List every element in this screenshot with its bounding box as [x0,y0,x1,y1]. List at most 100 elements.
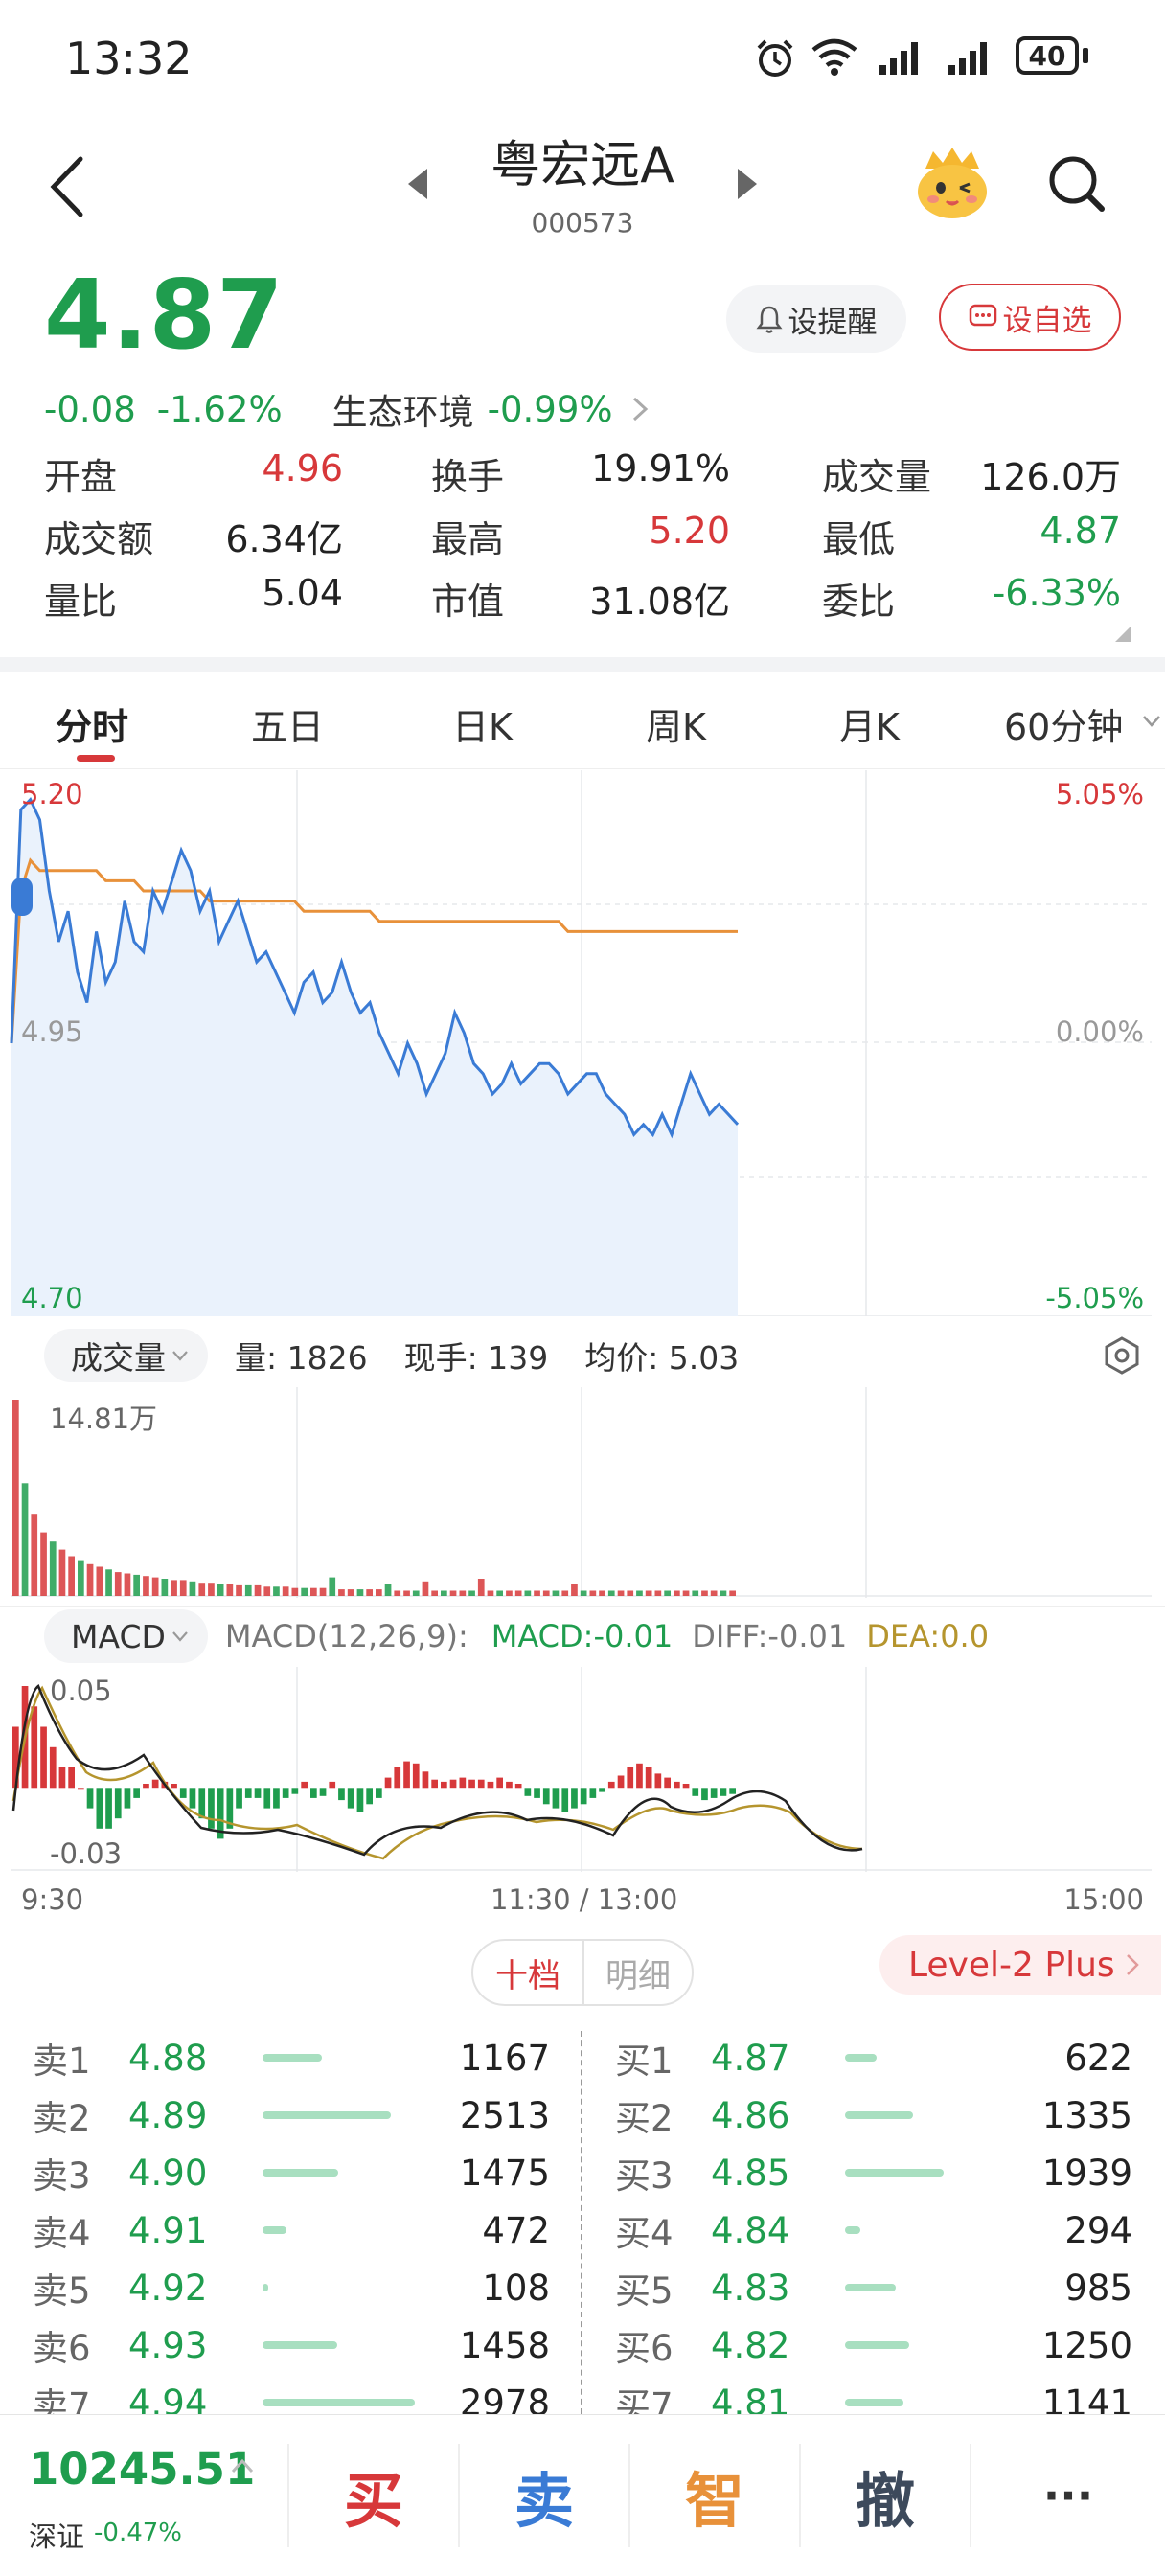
volume-bar [543,1591,550,1597]
macd-chip-label: MACD [71,1618,166,1655]
buy-level-price: 4.83 [711,2268,826,2309]
sector-name[interactable]: 生态环境 [332,383,474,435]
macd-bar [674,1782,680,1788]
volume-bar [655,1591,662,1597]
macd-selector[interactable]: MACD [44,1609,208,1663]
stat-value: 19.91% [591,447,730,500]
volume-bar [115,1572,122,1596]
dea-value: DEA:0.0 [866,1618,989,1654]
stat-label: 成交量 [822,447,931,500]
tab-ten-levels[interactable]: 十档 [473,1941,584,2004]
macd-bar [190,1788,196,1808]
sector-pct[interactable]: -0.99% [488,389,613,430]
chart-tabs: 分时 五日 日K 周K 月K 60分钟 [0,672,1165,769]
tab-intraday[interactable]: 分时 [56,697,128,750]
tab-daily-k[interactable]: 日K [452,697,513,750]
smart-button[interactable]: 智 [630,2415,799,2576]
volume-bar [40,1533,47,1596]
macd-bar [366,1788,373,1804]
search-icon[interactable] [1046,153,1108,215]
volume-bar [50,1541,57,1596]
macd-bar [506,1782,513,1788]
stat-value: 31.08亿 [589,572,730,625]
volume-bar [590,1591,597,1597]
tab-monthly-k[interactable]: 月K [839,697,900,750]
sell-button[interactable]: 卖 [460,2415,628,2576]
sell-level-label: 卖2 [33,2089,128,2141]
tab-five-day[interactable]: 五日 [251,697,324,750]
sell-level-volume: 1458 [460,2325,550,2366]
volume-bar [571,1584,578,1597]
chevron-right-icon[interactable] [630,395,650,423]
sell-level-price: 4.90 [128,2153,243,2194]
macd-bar [273,1788,280,1808]
volume-qty: 量: 1826 [235,1333,368,1379]
macd-bar [599,1788,605,1791]
macd-bar [450,1780,457,1789]
dea-line [13,1688,862,1858]
tab-details[interactable]: 明细 [584,1941,692,2004]
volume-current: 现手: 139 [404,1333,549,1379]
buy-level-volume: 1335 [1042,2095,1132,2136]
orderbook-divider [581,2031,582,2414]
volume-bar [431,1591,438,1597]
volume-bar [338,1589,345,1596]
buy-button[interactable]: 买 [289,2415,458,2576]
next-stock-icon[interactable] [736,167,759,201]
volume-bar [68,1557,75,1597]
time-start: 9:30 [21,1883,83,1916]
volume-bar [394,1591,400,1597]
more-button[interactable]: ··· [971,2415,1165,2576]
volume-bar [413,1591,420,1597]
volume-bar [133,1575,140,1596]
mascot-icon[interactable] [912,144,993,224]
macd-chart [0,1667,1165,1872]
macd-bar [133,1788,140,1798]
volume-selector[interactable]: 成交量 [44,1329,208,1382]
settings-hex-icon[interactable] [1102,1335,1142,1376]
volume-bar [478,1579,485,1596]
macd-bar [376,1788,382,1798]
stat-label: 最低 [822,510,895,562]
volume-bar [301,1588,308,1596]
intraday-chart[interactable] [0,770,1165,1316]
index-info: 深证 -0.47% [29,2515,182,2555]
level2-plus-button[interactable]: Level-2 Plus [879,1935,1161,1995]
tab-weekly-k[interactable]: 周K [646,697,706,750]
add-watchlist-button[interactable]: 设自选 [939,284,1121,351]
chevron-down-icon[interactable] [1142,715,1161,728]
price-area [11,800,738,1316]
pct-axis-mid: 0.00% [1056,1015,1144,1048]
expand-corner-icon[interactable] [1113,625,1132,644]
sell-volume-bar [263,2226,286,2234]
tab-60min[interactable]: 60分钟 [1004,697,1123,750]
buy-level-price: 4.82 [711,2325,826,2366]
volume-bar [357,1589,364,1596]
volume-bar [608,1591,615,1597]
volume-bar [310,1588,317,1596]
chevron-up-icon[interactable] [230,2457,255,2474]
index-value[interactable]: 10245.51 [29,2444,255,2495]
sell-level-volume: 1167 [460,2038,550,2079]
stat-value: 5.20 [649,510,730,562]
current-price: 4.87 [44,259,285,371]
signal-icon-2 [947,38,994,77]
event-marker[interactable] [11,878,33,916]
set-alert-button[interactable]: 设提醒 [726,285,906,353]
buy-level-volume: 622 [1064,2038,1132,2079]
volume-bar [599,1591,605,1597]
cancel-button[interactable]: 撤 [801,2415,970,2576]
